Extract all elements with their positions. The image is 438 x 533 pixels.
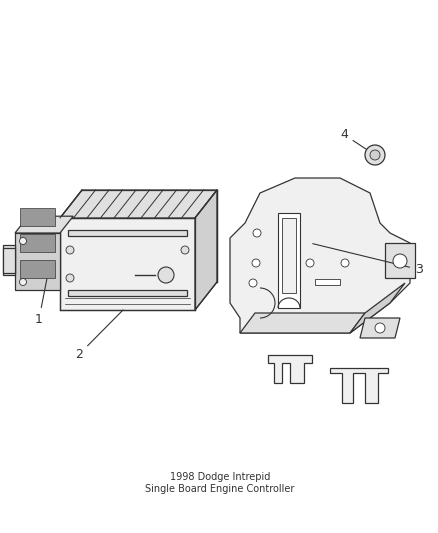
Polygon shape [194, 190, 216, 310]
Polygon shape [314, 279, 339, 285]
Polygon shape [349, 283, 404, 333]
Polygon shape [3, 245, 15, 275]
Text: 4: 4 [339, 128, 372, 154]
Text: 3: 3 [312, 244, 422, 276]
Circle shape [340, 259, 348, 267]
Polygon shape [3, 248, 15, 273]
Polygon shape [384, 243, 414, 278]
Polygon shape [277, 213, 299, 308]
Text: 1: 1 [35, 266, 49, 326]
Circle shape [369, 150, 379, 160]
Text: 2: 2 [75, 310, 123, 361]
Circle shape [66, 246, 74, 254]
Polygon shape [267, 355, 311, 383]
Polygon shape [60, 190, 216, 218]
Circle shape [19, 238, 26, 245]
Polygon shape [20, 208, 55, 226]
Circle shape [364, 145, 384, 165]
Polygon shape [68, 230, 187, 236]
Polygon shape [230, 178, 409, 333]
Polygon shape [281, 218, 295, 293]
Polygon shape [20, 234, 55, 252]
Circle shape [158, 267, 173, 283]
Circle shape [66, 274, 74, 282]
Circle shape [251, 259, 259, 267]
Circle shape [180, 246, 189, 254]
Circle shape [248, 279, 256, 287]
Polygon shape [15, 233, 60, 290]
Polygon shape [68, 290, 187, 296]
Circle shape [392, 254, 406, 268]
Polygon shape [240, 313, 364, 333]
Circle shape [252, 229, 261, 237]
Circle shape [305, 259, 313, 267]
Polygon shape [60, 218, 194, 310]
Circle shape [19, 279, 26, 286]
Polygon shape [15, 216, 73, 233]
Text: 1998 Dodge Intrepid
Single Board Engine Controller: 1998 Dodge Intrepid Single Board Engine … [145, 472, 294, 494]
Polygon shape [359, 318, 399, 338]
Circle shape [374, 323, 384, 333]
Polygon shape [329, 368, 387, 403]
Polygon shape [20, 260, 55, 278]
